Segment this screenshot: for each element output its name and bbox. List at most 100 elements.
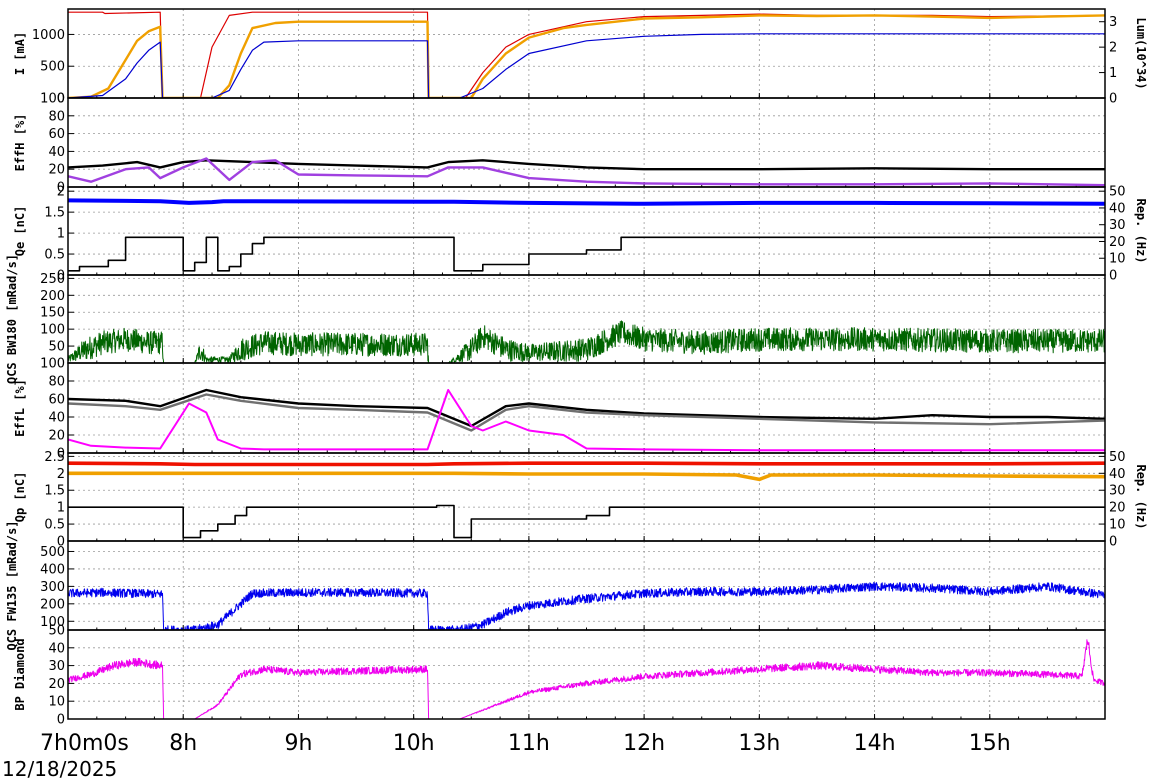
y-right-tick-label: 10 xyxy=(1109,252,1126,267)
y-tick-label: 100 xyxy=(40,92,65,107)
series-line-effl-1 xyxy=(68,393,1105,432)
y-tick-label: 10 xyxy=(48,695,65,710)
series-line-qp-0 xyxy=(68,471,1105,482)
series-group xyxy=(68,320,1105,363)
y-tick-label: 1 xyxy=(57,227,65,242)
x-tick-label: 8h xyxy=(169,731,197,756)
series-group xyxy=(68,198,1105,272)
panel-effh: 0 20 40 60 80 100 EffH [%] xyxy=(13,92,1106,196)
y-tick-label: 200 xyxy=(40,289,65,304)
y-tick-label: 60 xyxy=(48,127,65,142)
series-line-current-2 xyxy=(68,33,1105,98)
series-line-bw180-0 xyxy=(68,320,1105,363)
series-line-effl-0 xyxy=(68,388,1105,428)
y-tick-label: 0 xyxy=(57,181,65,196)
y-tick-label: 0 xyxy=(57,92,65,107)
y-right-axis-title: Lum(10^34) xyxy=(1134,17,1148,89)
y-tick-label: 200 xyxy=(40,597,65,612)
y-tick-label: 0 xyxy=(57,713,65,728)
y-tick-label: 400 xyxy=(40,562,65,577)
y-axis-title: QCS BW180 [mRad/s] xyxy=(5,254,19,384)
panel-bw180: 50 100 150 200 250 QCS BW180 [mRad/s] xyxy=(5,254,1106,384)
series-line-qp-1 xyxy=(68,461,1105,467)
x-tick-label: 14h xyxy=(854,731,896,756)
y-tick-label: 50 xyxy=(48,340,65,355)
y-right-tick-label: 40 xyxy=(1109,201,1126,216)
series-group xyxy=(68,581,1105,630)
series-group xyxy=(68,639,1105,719)
y-tick-label: 500 xyxy=(40,60,65,75)
y-right-tick-label: 0 xyxy=(1109,535,1117,550)
y-right-tick-label: 30 xyxy=(1109,484,1126,499)
series-line-effh-1 xyxy=(68,157,1105,187)
y-right-tick-label: 3 xyxy=(1109,15,1117,30)
y-tick-label: 1000 xyxy=(32,28,65,43)
series-line-qp-2 xyxy=(68,504,1105,539)
x-axis: 7h0m0s 8h 9h 10h 11h 12h 13h 14h 15h xyxy=(40,731,1011,756)
y-right-tick-label: 50 xyxy=(1109,185,1126,200)
y-right-tick-label: 40 xyxy=(1109,467,1126,482)
y-right-tick-label: 2 xyxy=(1109,41,1117,56)
y-axis-title: QCS FW135 [mRad/s] xyxy=(5,520,19,650)
series-group xyxy=(68,157,1105,187)
y-right-tick-label: 1 xyxy=(1109,66,1117,81)
y-axis-title: Qp [nC] xyxy=(13,472,27,523)
y-tick-label: 30 xyxy=(48,659,65,674)
y-axis-title: EffL [%] xyxy=(13,379,27,437)
panel-frame xyxy=(67,362,1106,454)
y-tick-label: 150 xyxy=(40,306,65,321)
y-tick-label: 2 xyxy=(57,185,65,200)
y-right-tick-label: 10 xyxy=(1109,518,1126,533)
series-line-effh-0 xyxy=(68,159,1105,171)
y-axis-title: BP Diamond xyxy=(13,638,27,710)
panel-current: 0 500 1000 0 1 2 3 Lum(10^34) I [mA] xyxy=(13,8,1148,107)
x-start-label: 7h0m0s xyxy=(40,731,129,756)
series-line-diamond-0 xyxy=(68,639,1105,719)
y-axis-title: Qe [nC] xyxy=(13,206,27,257)
x-tick-label: 13h xyxy=(738,731,780,756)
y-tick-label: 2.5 xyxy=(44,450,65,465)
y-right-axis-title: Rep. (Hz) xyxy=(1134,464,1148,529)
y-tick-label: 80 xyxy=(48,109,65,124)
series-line-current-1 xyxy=(68,14,1105,98)
y-axis-title: EffH [%] xyxy=(13,114,27,172)
y-tick-label: 2 xyxy=(57,467,65,482)
series-line-qe-1 xyxy=(68,236,1105,272)
y-tick-label: 500 xyxy=(40,545,65,560)
y-right-tick-label: 30 xyxy=(1109,218,1126,233)
y-tick-label: 100 xyxy=(40,323,65,338)
y-tick-label: 40 xyxy=(48,411,65,426)
y-tick-label: 100 xyxy=(40,357,65,372)
y-tick-label: 50 xyxy=(48,624,65,639)
panel-frame xyxy=(67,629,1106,720)
series-line-fw135-0 xyxy=(68,581,1105,630)
panel-diamond: 0 10 20 30 40 BP Diamond xyxy=(13,629,1106,728)
y-right-tick-label: 50 xyxy=(1109,450,1126,465)
y-tick-label: 1.5 xyxy=(44,484,65,499)
x-tick-label: 11h xyxy=(508,731,550,756)
y-tick-label: 0 xyxy=(57,535,65,550)
y-tick-label: 40 xyxy=(48,145,65,160)
y-tick-label: 250 xyxy=(40,272,65,287)
y-tick-label: 60 xyxy=(48,393,65,408)
y-right-axis-title: Rep. (Hz) xyxy=(1134,198,1148,263)
y-tick-label: 20 xyxy=(48,429,65,444)
y-tick-label: 100 xyxy=(40,615,65,630)
date-label: 12/18/2025 xyxy=(2,757,117,781)
y-tick-label: 20 xyxy=(48,163,65,178)
y-right-tick-label: 0 xyxy=(1109,92,1117,107)
y-tick-label: 0 xyxy=(57,447,65,462)
y-tick-label: 1 xyxy=(57,501,65,516)
y-tick-label: 80 xyxy=(48,375,65,390)
x-tick-label: 12h xyxy=(623,731,665,756)
x-tick-label: 9h xyxy=(284,731,312,756)
series-group xyxy=(68,11,1105,98)
y-tick-label: 0.5 xyxy=(44,248,65,263)
y-tick-label: 20 xyxy=(48,677,65,692)
y-right-tick-label: 20 xyxy=(1109,235,1126,250)
y-tick-label: 300 xyxy=(40,580,65,595)
y-tick-label: 0.5 xyxy=(44,518,65,533)
